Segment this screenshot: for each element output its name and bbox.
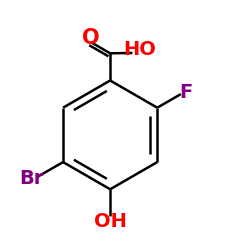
Text: O: O [82, 28, 100, 48]
Text: Br: Br [19, 169, 43, 188]
Text: HO: HO [124, 40, 156, 59]
Text: F: F [180, 83, 193, 102]
Text: OH: OH [94, 212, 126, 232]
